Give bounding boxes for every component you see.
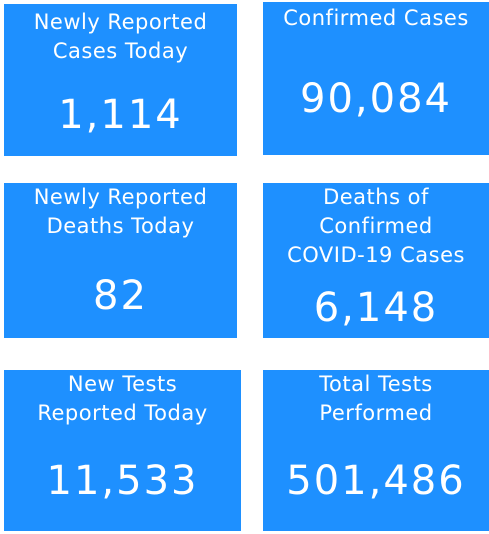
tile-label: Total Tests Performed bbox=[263, 370, 489, 428]
tile-label: Confirmed Cases bbox=[263, 4, 489, 33]
tile-value: 90,084 bbox=[300, 76, 452, 122]
label-line: Reported Today bbox=[37, 401, 208, 425]
tile-value: 11,533 bbox=[46, 458, 199, 504]
label-line: Confirmed Cases bbox=[283, 6, 469, 30]
tile-label: Newly Reported Cases Today bbox=[4, 8, 237, 66]
label-line: Newly Reported bbox=[33, 185, 208, 209]
tile-label: Newly Reported Deaths Today bbox=[4, 183, 237, 241]
label-line: Cases Today bbox=[52, 39, 189, 63]
tile-value: 1,114 bbox=[58, 92, 183, 138]
label-line: Deaths of bbox=[323, 185, 429, 209]
label-line: Performed bbox=[319, 401, 433, 425]
tile-label: New Tests Reported Today bbox=[4, 370, 241, 428]
stat-tile: Deaths of Confirmed COVID-19 Cases 6,148 bbox=[263, 183, 489, 338]
label-line: Confirmed bbox=[319, 214, 433, 238]
tile-label: Deaths of Confirmed COVID-19 Cases bbox=[263, 183, 489, 270]
label-line: New Tests bbox=[67, 372, 178, 396]
label-line: Deaths Today bbox=[46, 214, 195, 238]
stat-tile: Newly Reported Cases Today 1,114 bbox=[4, 4, 237, 156]
stat-tile: Total Tests Performed 501,486 bbox=[263, 370, 489, 531]
tile-value: 501,486 bbox=[286, 458, 466, 504]
tile-value: 82 bbox=[93, 273, 148, 319]
stat-tile: Newly Reported Deaths Today 82 bbox=[4, 183, 237, 338]
tile-value: 6,148 bbox=[313, 285, 439, 331]
label-line: COVID-19 Cases bbox=[287, 243, 465, 267]
stat-tile: Confirmed Cases 90,084 bbox=[263, 2, 489, 155]
label-line: Total Tests bbox=[319, 372, 433, 396]
label-line: Newly Reported bbox=[33, 10, 208, 34]
stat-tile: New Tests Reported Today 11,533 bbox=[4, 370, 241, 531]
